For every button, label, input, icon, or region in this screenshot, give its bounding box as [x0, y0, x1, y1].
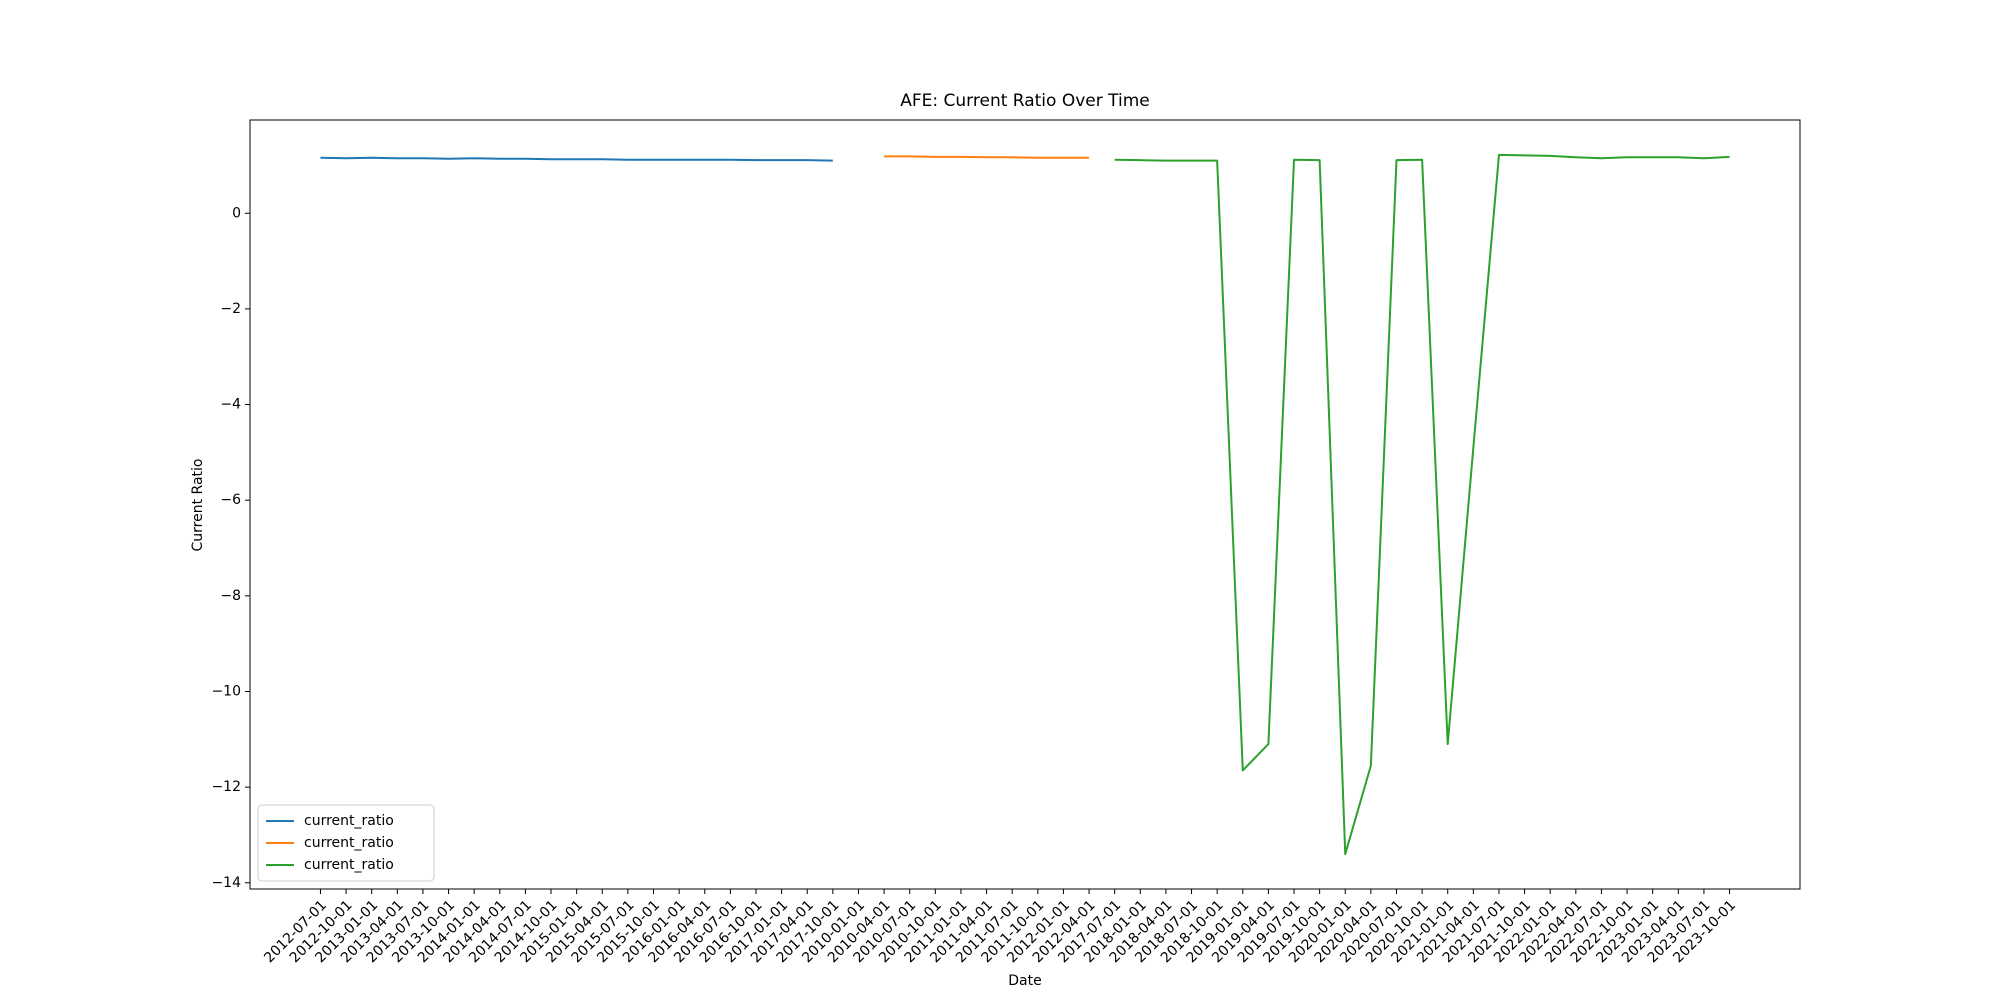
legend-label: current_ratio: [304, 813, 394, 829]
line-series: [320, 156, 833, 162]
line-series: [884, 155, 1090, 159]
legend-label: current_ratio: [304, 857, 394, 873]
y-tick-label: −10: [211, 683, 241, 699]
y-tick-label: −8: [220, 588, 241, 604]
y-tick-label: −4: [220, 397, 241, 413]
line-series: [1114, 153, 1730, 856]
y-tick-label: −2: [220, 301, 241, 317]
y-tick-label: −6: [220, 492, 241, 508]
legend-box: [257, 804, 435, 882]
chart-title: AFE: Current Ratio Over Time: [900, 91, 1149, 111]
y-tick-label: 0: [232, 205, 241, 221]
y-axis-label: Current Ratio: [190, 459, 206, 552]
y-tick-label: −12: [211, 779, 241, 795]
y-tick-label: −14: [211, 875, 241, 891]
x-axis-label: Date: [1008, 973, 1041, 989]
legend-label: current_ratio: [304, 835, 394, 851]
plot-frame: [249, 119, 1801, 890]
